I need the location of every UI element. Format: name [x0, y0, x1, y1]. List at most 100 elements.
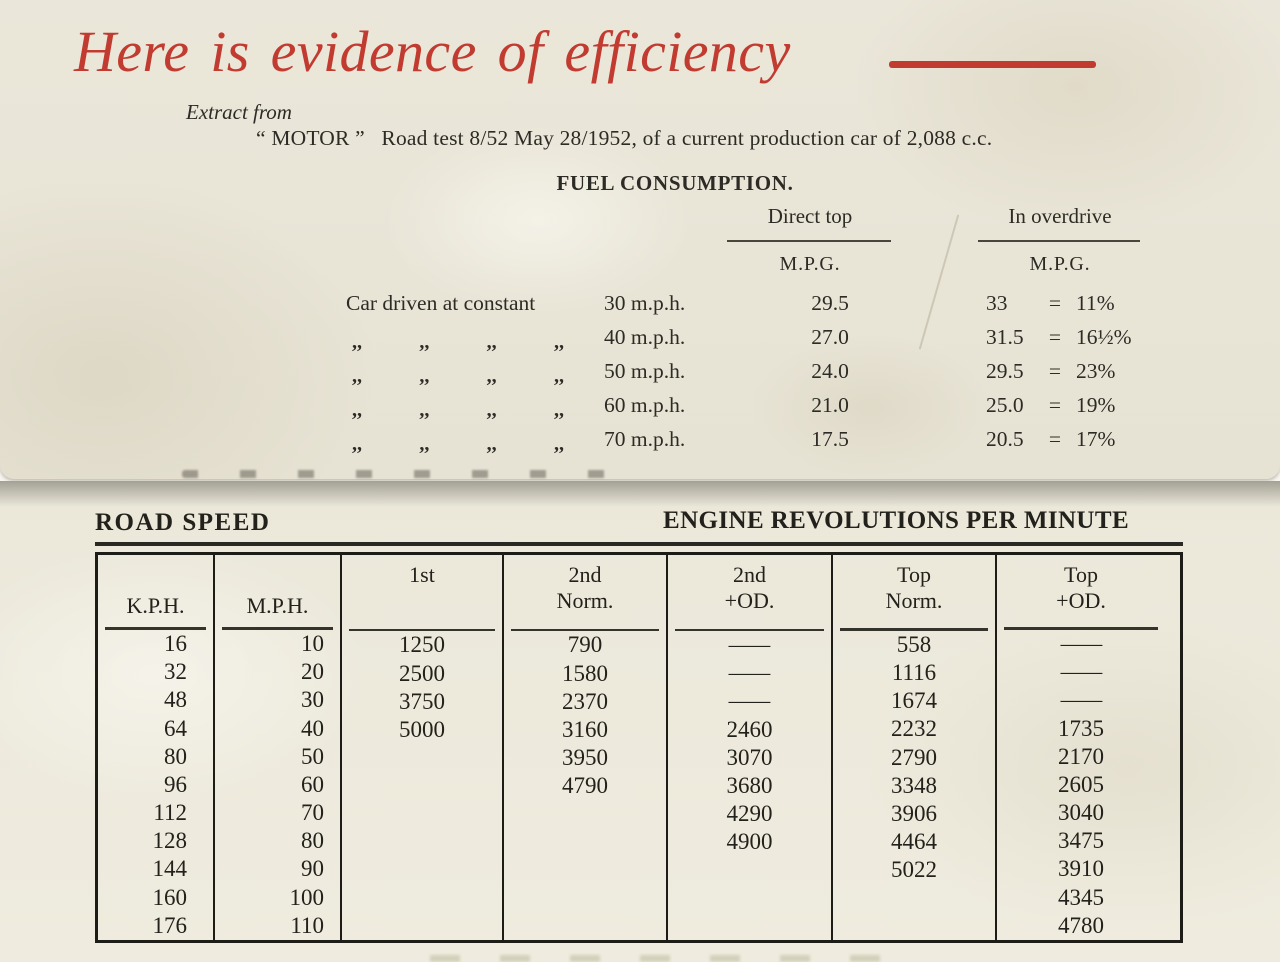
percent-gain-value: 23% [1076, 359, 1116, 383]
speed-value: 70 m.p.h. [604, 427, 686, 451]
rpm-table-cell [668, 884, 831, 912]
rpm-table-cell: 4345 [1058, 884, 1104, 910]
ditto-marks: ,,,,,,,, [352, 427, 564, 461]
rpm-column-header-line: +OD. [724, 588, 775, 613]
rpm-table-cell [504, 800, 666, 828]
fuel-row: ,,,,,,,, 70 m.p.h. 17.5 20.5 = 17% [0, 422, 1280, 456]
rpm-table-cell: — [997, 658, 1165, 686]
rpm-column-header-line: 1st [409, 562, 435, 587]
in-overdrive-header: In overdrive [1008, 204, 1112, 228]
rpm-table-cell: 5000 [399, 717, 445, 743]
section-heading-rule [95, 542, 1183, 546]
rpm-table-cell: 176 [152, 912, 188, 938]
rpm-table-cell: 80 [301, 828, 324, 854]
rpm-table-cell: 2460 [726, 716, 773, 742]
fuel-row: Car driven at constant 30 m.p.h. 29.5 33 = 11… [0, 286, 1280, 320]
rpm-table-cell: 5022 [891, 857, 937, 883]
ditto-mark: ,, [486, 331, 497, 353]
rpm-table-cell: 48 [164, 687, 187, 713]
ditto-mark: ,, [553, 331, 564, 353]
fuel-row: ,,,,,,,, 60 m.p.h. 21.0 25.0 = 19% [0, 388, 1280, 422]
rpm-table-cell: 1116 [891, 660, 937, 686]
percent-gain-value: 17% [1076, 427, 1116, 451]
rpm-column: K.P.H. 16 32 48 64 80 96 112 128 144 160 176 [98, 555, 215, 940]
ditto-mark: ,, [553, 399, 564, 421]
rpm-table-cell: 2170 [1058, 743, 1104, 769]
speed-value: 50 m.p.h. [604, 359, 686, 383]
ditto-mark: ,, [419, 365, 430, 387]
percent-gain-value: 19% [1076, 393, 1116, 417]
rpm-table-cell: 3475 [1058, 828, 1104, 854]
overdrive-mpg-value: 20.5 [986, 427, 1024, 451]
fuel-row: ,,,,,,,, 50 m.p.h. 24.0 29.5 = 23% [0, 354, 1280, 388]
rpm-column: Top +OD. — — —1735 2170 2605 3040 3475 3910 4345 47… [997, 555, 1165, 940]
direct-top-header: Direct top [767, 204, 853, 228]
rpm-column-header-line: Norm. [885, 588, 943, 613]
rpm-table-cell: 110 [290, 912, 324, 938]
rpm-table-cell: 144 [152, 856, 188, 882]
cut-off-caption-fragment [430, 955, 890, 962]
rpm-column-header: M.P.H. [215, 555, 340, 630]
rpm-table-scan: ROAD SPEED ENGINE REVOLUTIONS PER MINUTE… [0, 481, 1280, 962]
dash-placeholder: — [1060, 687, 1102, 713]
rpm-table-cell: 558 [896, 631, 932, 657]
rpm-table-cell: 2370 [562, 688, 608, 714]
ditto-mark: ,, [352, 365, 362, 387]
overdrive-mpg-value: 25.0 [986, 393, 1024, 417]
rpm-table-cell: 112 [153, 800, 187, 826]
equals-sign: = [1048, 325, 1062, 349]
speed-value: 60 m.p.h. [604, 393, 686, 417]
rpm-table-cell: 3680 [726, 773, 773, 798]
ditto-mark: ,, [553, 433, 564, 455]
rpm-table-cell: 10 [301, 630, 324, 656]
rpm-table-cell: 90 [301, 856, 324, 882]
rpm-table-cell: 4780 [1058, 912, 1104, 938]
rpm-table-cell: 160 [152, 884, 188, 910]
rpm-column-header-line: 2nd [568, 562, 602, 587]
rpm-column: 2nd +OD. — — —2460 3070 3680 4290 4900 [668, 555, 833, 940]
extract-label: Extract from [186, 100, 292, 124]
fuel-consumption-heading: FUEL CONSUMPTION. [556, 171, 794, 195]
rpm-table-cell: 70 [301, 800, 324, 826]
rpm-table-cell: 3906 [891, 800, 937, 826]
rpm-column-header: 2nd Norm. [504, 555, 666, 632]
source-citation: “ MOTOR ” Road test 8/52 May 28/1952, of… [256, 126, 993, 150]
rpm-table-cell [504, 884, 666, 912]
ditto-mark: ,, [486, 365, 497, 387]
overdrive-mpg-value: 31.5 [986, 325, 1024, 349]
rpm-table-cell: 3750 [399, 688, 445, 714]
ditto-mark: ,, [419, 433, 430, 455]
rpm-table-cell: 2232 [891, 716, 937, 742]
rpm-table-cell: 4464 [891, 829, 937, 855]
rpm-column-header-line: Top [897, 562, 931, 587]
rpm-table-cell: 3160 [562, 716, 608, 742]
rpm-column: Top Norm. 558 1116 1674 2232 2790 3348 3906 4464 5… [833, 555, 997, 940]
rpm-column-header-line: K.P.H. [126, 592, 185, 618]
rpm-table-cell: 3950 [562, 745, 608, 771]
rpm-table-cell: 3040 [1058, 800, 1104, 826]
direct-top-mpg-value: 27.0 [811, 325, 849, 349]
rpm-table-cell: 1580 [562, 660, 608, 686]
speed-value: 40 m.p.h. [604, 325, 686, 349]
rpm-table-cell [342, 800, 502, 828]
rpm-table-cell [504, 828, 666, 856]
rpm-table-cell: 80 [164, 743, 187, 769]
rpm-table-cell: 1674 [891, 688, 937, 714]
rpm-table-cell [833, 885, 995, 913]
in-overdrive-mpg-label: M.P.G. [1029, 253, 1091, 275]
rpm-column-header-line: M.P.H. [246, 592, 309, 618]
ditto-mark: ,, [419, 399, 430, 421]
rpm-table-cell: 3910 [1058, 856, 1104, 882]
rpm-table-cell: 16 [164, 630, 187, 656]
dash-placeholder: — [1060, 630, 1102, 656]
rpm-table-cell [342, 772, 502, 800]
rpm-table-cell: 2500 [399, 660, 445, 686]
direct-top-underline [727, 240, 891, 242]
rpm-column-header-line: +OD. [1056, 588, 1106, 613]
rpm-table-cell: 2790 [891, 744, 937, 770]
rpm-table-cell: 3348 [891, 772, 937, 798]
rpm-table-cell [342, 828, 502, 856]
in-overdrive-underline [978, 240, 1140, 242]
rpm-table-cell: 790 [567, 632, 603, 658]
rpm-table-cell: 4790 [562, 773, 608, 799]
